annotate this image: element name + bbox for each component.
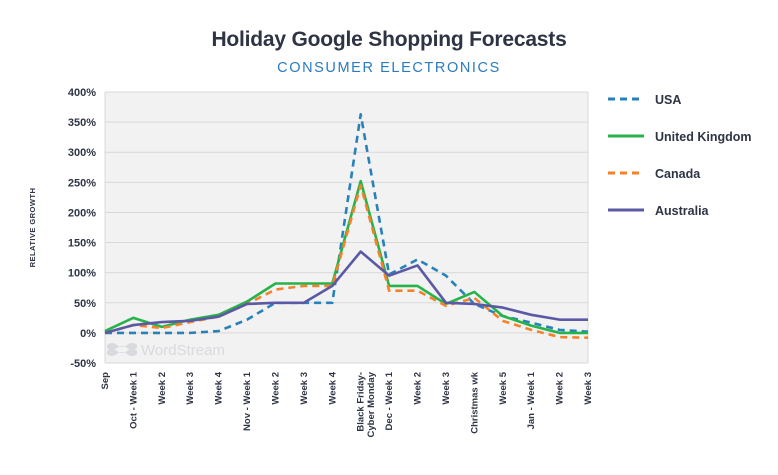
series-line-usa <box>105 112 589 335</box>
y-axis-tick-label: 0% <box>80 328 96 340</box>
y-axis-tick-labels: 400% 350% 300% 250% 200% 150% 100% 50% 0% -50% <box>68 87 96 370</box>
x-axis-tick-label: Sep <box>100 372 111 390</box>
x-axis-tick-label: Jan - Week 1 <box>526 371 537 429</box>
series-line-canada <box>104 184 589 340</box>
y-axis-tick-label: 100% <box>68 268 96 280</box>
x-axis-tick-label: Week 3 <box>583 372 594 405</box>
y-axis-tick-label: 200% <box>68 207 96 219</box>
x-axis-tick-label: Week 2 <box>555 372 566 405</box>
y-axis-tick-label: 400% <box>68 87 96 99</box>
x-axis-tick-label: Black Friday- <box>356 372 367 432</box>
x-axis-tick-label: Dec - Week 1 <box>384 371 395 430</box>
legend-label-canada[interactable]: Canada <box>655 167 701 181</box>
x-axis-tick-label: Christmas wk <box>469 371 480 433</box>
wave-logo-icon <box>107 343 137 356</box>
x-axis-tick-label: Week 3 <box>185 372 196 405</box>
watermark: WordStream <box>107 342 225 359</box>
x-axis-tick-label: Week 4 <box>327 371 338 404</box>
x-axis-tick-label: Week 5 <box>498 371 509 404</box>
x-axis-tick-label: Week 3 <box>299 372 310 405</box>
y-axis-title-group: RELATIVE GROWTH <box>28 188 37 268</box>
legend-label-usa[interactable]: USA <box>655 93 681 107</box>
y-axis-tick-label: 150% <box>68 238 96 250</box>
chart-title: Holiday Google Shopping Forecasts <box>211 28 567 51</box>
legend-label-australia[interactable]: Australia <box>655 204 710 218</box>
watermark-label: WordStream <box>141 342 225 359</box>
x-axis-tick-label: Cyber Monday <box>366 371 377 437</box>
y-axis-title: RELATIVE GROWTH <box>28 188 37 268</box>
x-axis-tick-label: Week 4 <box>214 371 225 404</box>
y-axis-tick-label: 350% <box>68 117 96 129</box>
legend: USA United Kingdom Canada Australia <box>608 93 752 218</box>
y-axis-tick-label: 300% <box>68 147 96 159</box>
gridlines-group <box>104 91 589 364</box>
data-series-group <box>104 112 589 340</box>
x-axis-tick-label: Week 2 <box>270 372 281 405</box>
y-axis-tick-label: 50% <box>74 298 96 310</box>
y-axis-tick-label: 250% <box>68 177 96 189</box>
series-line-australia <box>104 250 588 335</box>
y-axis-tick-label: -50% <box>70 358 96 370</box>
legend-label-united-kingdom[interactable]: United Kingdom <box>655 130 752 144</box>
x-axis-tick-label: Oct - Week 1 <box>128 371 139 429</box>
chart-subtitle: CONSUMER ELECTRONICS <box>277 60 501 76</box>
x-axis-tick-label: Week 2 <box>157 372 168 405</box>
x-axis-tick-labels: Sep Oct - Week 1 Week 2 Week 3 Week 4 Nov - W… <box>100 371 594 437</box>
x-axis-tick-label: Nov - Week 1 <box>242 371 253 431</box>
x-axis-tick-label: Week 3 <box>441 372 452 405</box>
x-axis-tick-label: Week 2 <box>413 372 424 405</box>
